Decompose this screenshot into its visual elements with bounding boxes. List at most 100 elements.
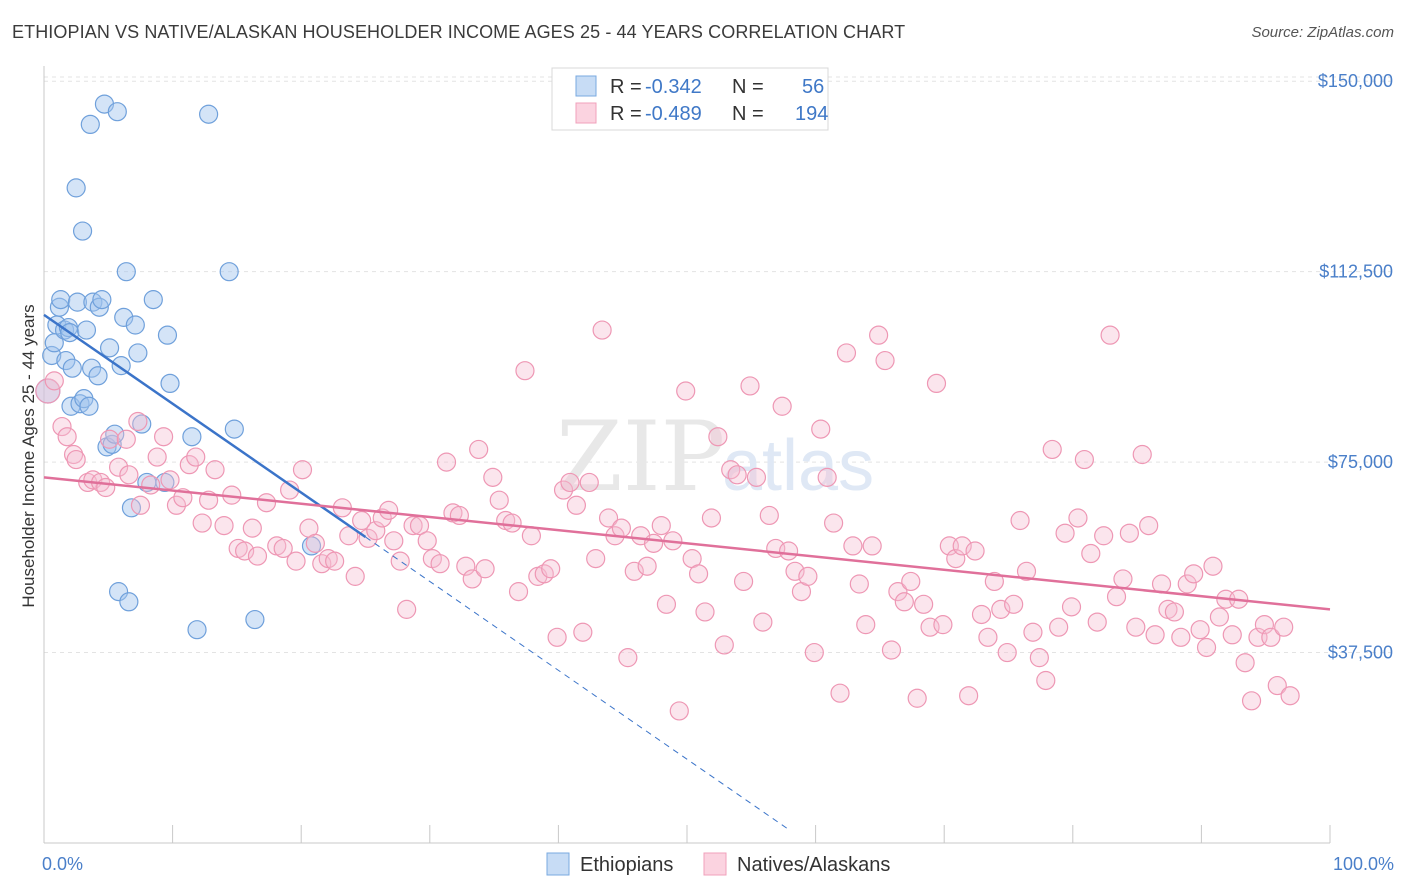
natives-point [119, 465, 139, 485]
series-natives-alaskans [35, 320, 1300, 721]
natives-point [1010, 510, 1030, 531]
natives-point [1190, 620, 1210, 640]
natives-point [811, 419, 831, 439]
ethiopians-point [224, 419, 244, 439]
natives-point [141, 475, 161, 495]
y-axis-title: Householder Income Ages 25 - 44 years [19, 304, 38, 607]
natives-point [147, 447, 167, 467]
x-tick-label-min: 0.0% [42, 854, 83, 874]
natives-point [1145, 625, 1165, 645]
natives-point [521, 526, 541, 546]
bottom-legend: Ethiopians Natives/Alaskans [546, 852, 890, 876]
natives-point [881, 640, 902, 660]
legend-r-value-2: -0.489 [645, 103, 702, 125]
natives-point [214, 515, 234, 536]
ethiopians-trend-extension [365, 536, 791, 831]
natives-point [1029, 648, 1049, 668]
ethiopians-point [219, 262, 239, 282]
natives-point [778, 541, 799, 561]
natives-trend-line [43, 476, 1331, 611]
natives-point [52, 416, 72, 437]
natives-point [862, 536, 882, 556]
natives-point [624, 561, 644, 581]
natives-point [96, 477, 116, 498]
ethiopians-point [119, 592, 139, 612]
natives-point [978, 627, 998, 647]
natives-point [553, 480, 574, 500]
natives-point [798, 566, 818, 586]
natives-point [643, 533, 664, 553]
natives-point [959, 686, 979, 706]
natives-point [66, 449, 86, 470]
ethiopians-point [79, 396, 99, 416]
ethiopians-point [76, 320, 97, 340]
natives-point [256, 493, 277, 513]
trend-lines [43, 313, 1331, 831]
natives-point [483, 467, 503, 487]
source-label: Source: ZipAtlas.com [1251, 24, 1394, 41]
ethiopians-point [245, 609, 265, 630]
natives-point [894, 592, 914, 612]
natives-point [489, 490, 509, 510]
series-ethiopians [35, 94, 322, 640]
legend-n-value-1: 56 [802, 76, 824, 98]
natives-point [688, 564, 709, 584]
ethiopians-point [81, 358, 102, 378]
natives-point [1081, 543, 1101, 564]
natives-point [971, 604, 992, 625]
natives-point [875, 350, 895, 371]
ethiopians-point [105, 424, 125, 444]
ethiopians-point [72, 221, 93, 241]
legend-box: R = -0.342 N = 56 R = -0.489 N = 194 [551, 67, 829, 131]
natives-point [1074, 449, 1094, 470]
natives-point [508, 582, 529, 602]
natives-point [35, 378, 61, 404]
bottom-legend-label-ethiopians: Ethiopians [580, 854, 673, 876]
natives-point [914, 594, 934, 614]
natives-point [656, 594, 677, 614]
natives-point [598, 508, 619, 528]
natives-point [130, 495, 151, 515]
legend-swatch-natives [575, 102, 597, 124]
natives-point [436, 452, 457, 472]
natives-point [547, 627, 567, 647]
natives-point [417, 531, 437, 551]
bottom-legend-swatch-natives [703, 852, 727, 876]
natives-point [1177, 574, 1197, 594]
natives-point [991, 599, 1011, 619]
legend-r-label-2: R = [610, 103, 642, 125]
natives-point [534, 564, 554, 584]
ethiopians-point [107, 102, 127, 122]
natives-point [714, 635, 734, 655]
natives-point [99, 429, 120, 449]
ethiopians-point [187, 620, 207, 640]
y-tick-label: $112,500 [1319, 262, 1393, 282]
natives-point [727, 465, 747, 485]
natives-point [1016, 561, 1037, 581]
natives-point [44, 371, 64, 391]
natives-point [128, 411, 148, 432]
watermark: ZIP atlas [556, 401, 874, 513]
ethiopians-point [108, 582, 129, 602]
natives-point [933, 615, 953, 635]
legend-r-label-1: R = [610, 76, 642, 98]
legend-r-value-1: -0.342 [645, 76, 702, 98]
natives-point [1087, 612, 1107, 632]
natives-point [1036, 670, 1056, 691]
natives-point [785, 561, 805, 581]
natives-point [1100, 325, 1120, 345]
natives-point [611, 518, 632, 538]
x-tick-labels: 0.0% 100.0% [42, 854, 1394, 874]
natives-point [475, 559, 495, 579]
natives-point [1094, 526, 1114, 546]
ethiopians-trend-line [43, 313, 367, 539]
natives-point [1241, 691, 1262, 711]
natives-point [740, 376, 760, 396]
natives-point [430, 554, 450, 574]
ethiopians-point [199, 104, 219, 124]
natives-point [192, 513, 212, 533]
natives-point [1049, 617, 1069, 637]
ethiopians-point [56, 350, 76, 371]
natives-point [462, 569, 482, 589]
natives-point [205, 460, 225, 480]
